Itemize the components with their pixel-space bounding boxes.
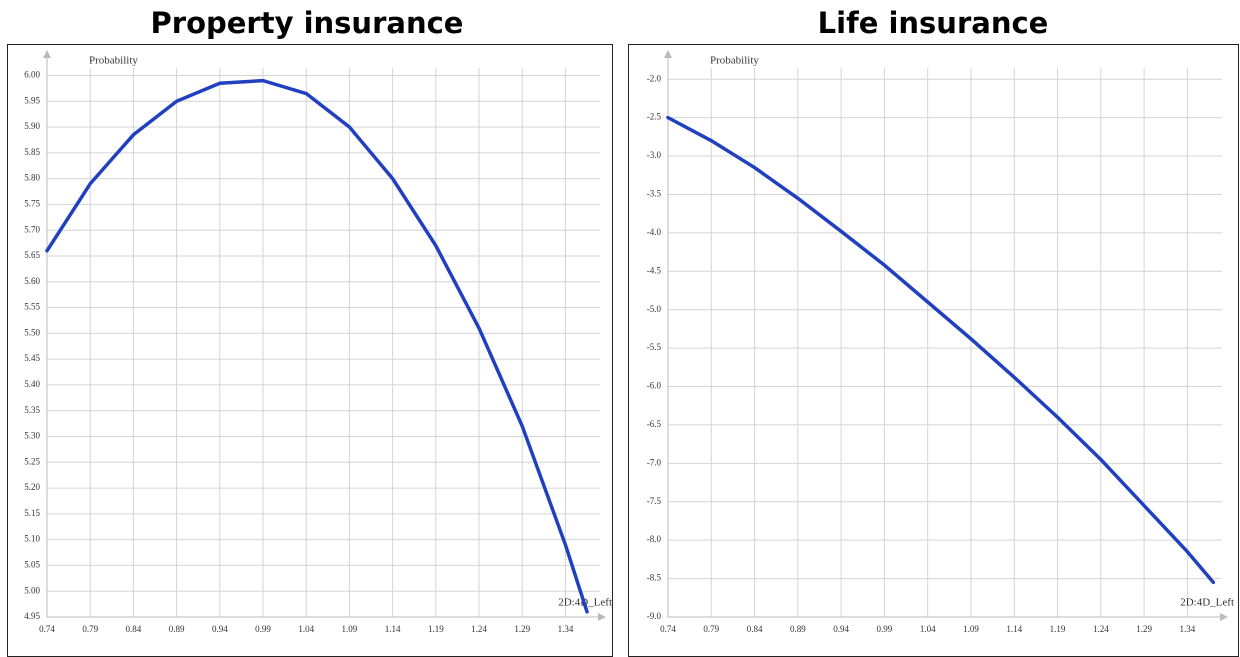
x-tick-label: 1.14 <box>1006 624 1022 634</box>
y-tick-label: -4.0 <box>647 227 662 237</box>
x-tick-label: 1.04 <box>920 624 936 634</box>
y-tick-label: -6.0 <box>647 381 662 391</box>
x-tick-label: 1.09 <box>342 624 358 634</box>
x-tick-label: 0.99 <box>255 624 271 634</box>
y-tick-label: 5.80 <box>24 173 40 183</box>
x-tick-label: 1.24 <box>1093 624 1109 634</box>
y-tick-label: 5.30 <box>24 431 40 441</box>
x-tick-label: 0.79 <box>82 624 98 634</box>
x-axis-arrow <box>598 613 606 621</box>
y-tick-label: -5.0 <box>647 304 662 314</box>
y-tick-label: -7.0 <box>647 457 662 467</box>
y-tick-label: 5.95 <box>24 95 40 105</box>
y-tick-label: 5.75 <box>24 198 40 208</box>
y-tick-label: 5.90 <box>24 121 40 131</box>
y-tick-label: 5.35 <box>24 405 40 415</box>
y-tick-label: 5.20 <box>24 482 40 492</box>
y-tick-label: -5.5 <box>647 342 662 352</box>
y-tick-label: -7.5 <box>647 496 662 506</box>
y-tick-label: 4.95 <box>24 611 40 621</box>
y-tick-label: 5.00 <box>24 585 40 595</box>
x-tick-label: 1.29 <box>1136 624 1152 634</box>
y-tick-label: 5.10 <box>24 534 40 544</box>
y-axis-arrow <box>43 50 51 58</box>
x-axis-label: 2D:4D_Left <box>1180 597 1234 609</box>
y-tick-label: 5.65 <box>24 250 40 260</box>
x-tick-label: 1.29 <box>514 624 530 634</box>
y-tick-label: 5.15 <box>24 508 40 518</box>
x-tick-label: 0.89 <box>169 624 185 634</box>
y-tick-label: 5.25 <box>24 456 40 466</box>
x-tick-label: 1.04 <box>298 624 314 634</box>
y-tick-label: -6.5 <box>647 419 662 429</box>
y-tick-label: 5.05 <box>24 559 40 569</box>
y-tick-label: -9.0 <box>647 611 662 621</box>
x-axis-arrow <box>1220 613 1228 621</box>
y-tick-label: -3.0 <box>647 150 662 160</box>
x-tick-label: 0.94 <box>212 624 228 634</box>
x-tick-label: 0.94 <box>833 624 849 634</box>
y-tick-label: 6.00 <box>24 70 40 80</box>
data-line <box>45 78 589 614</box>
y-tick-label: -8.5 <box>647 573 662 583</box>
x-tick-label: 0.84 <box>126 624 142 634</box>
x-tick-label: 1.19 <box>428 624 444 634</box>
y-axis-label: Probability <box>710 55 759 67</box>
y-tick-label: -2.0 <box>647 73 662 83</box>
chart-title: Property insurance <box>151 6 464 40</box>
x-tick-label: 1.09 <box>963 624 979 634</box>
x-tick-label: 0.79 <box>703 624 719 634</box>
x-tick-label: 0.84 <box>747 624 763 634</box>
x-tick-label: 1.24 <box>471 624 487 634</box>
y-tick-label: -3.5 <box>647 189 662 199</box>
y-tick-label: 5.40 <box>24 379 40 389</box>
y-tick-label: 5.70 <box>24 224 40 234</box>
panel-border <box>628 44 1239 657</box>
x-tick-label: 1.34 <box>558 624 574 634</box>
y-tick-label: -4.5 <box>647 265 662 275</box>
y-tick-label: -2.5 <box>647 112 662 122</box>
x-tick-label: 0.74 <box>39 624 55 634</box>
x-tick-label: 0.99 <box>877 624 893 634</box>
y-tick-label: 5.55 <box>24 302 40 312</box>
chart-title: Life insurance <box>818 6 1049 40</box>
x-tick-label: 0.89 <box>790 624 806 634</box>
y-axis-arrow <box>664 50 672 58</box>
data-line <box>666 115 1216 585</box>
x-tick-label: 1.14 <box>385 624 401 634</box>
y-tick-label: -8.0 <box>647 534 662 544</box>
y-axis-label: Probability <box>89 55 138 67</box>
y-tick-label: 5.50 <box>24 327 40 337</box>
y-tick-label: 5.60 <box>24 276 40 286</box>
y-tick-label: 5.85 <box>24 147 40 157</box>
y-tick-label: 5.45 <box>24 353 40 363</box>
x-tick-label: 0.74 <box>660 624 676 634</box>
x-tick-label: 1.34 <box>1180 624 1196 634</box>
x-tick-label: 1.19 <box>1050 624 1066 634</box>
